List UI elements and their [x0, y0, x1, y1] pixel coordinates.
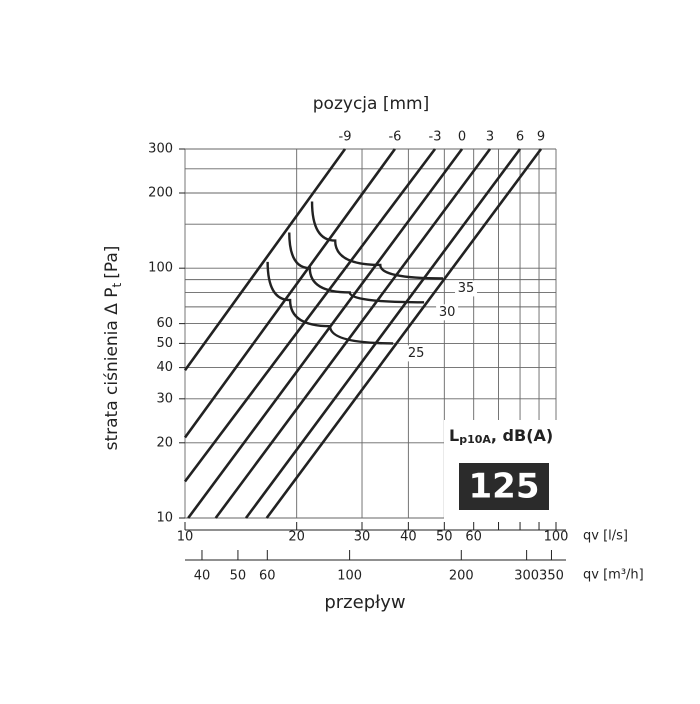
- y-tick-label: 30: [156, 391, 173, 406]
- y-tick-label: 300: [148, 142, 173, 157]
- noise-label: 30: [439, 305, 456, 320]
- position-label: 9: [537, 130, 545, 145]
- x2-tick-label: 200: [449, 569, 474, 584]
- x-tick-label: 30: [354, 530, 371, 545]
- position-label: -6: [388, 130, 401, 145]
- y-tick-label: 50: [156, 336, 173, 351]
- x-tick-label: 20: [288, 530, 305, 545]
- noise-label-bg: [436, 304, 459, 321]
- legend-unit: , dB(A): [491, 426, 553, 445]
- position-line: [187, 148, 464, 519]
- x-tick-label: 10: [177, 530, 194, 545]
- noise-label: 35: [458, 281, 475, 296]
- position-line: [265, 148, 543, 519]
- noise-label: 25: [408, 346, 425, 361]
- position-label: -3: [429, 130, 442, 145]
- position-line: [183, 148, 437, 483]
- x-unit: qv [l/s]: [583, 529, 628, 544]
- x-axis-title: przepływ: [324, 592, 405, 613]
- legend-sub: p10A: [459, 433, 491, 446]
- y-tick-label: 200: [148, 185, 173, 200]
- x-tick-label: 60: [465, 530, 482, 545]
- x-tick-label: 50: [436, 530, 453, 545]
- position-line: [214, 148, 492, 519]
- x2-tick-label: 100: [337, 569, 362, 584]
- legend-main: L: [449, 426, 459, 445]
- y-tick-label: 60: [156, 316, 173, 331]
- x2-tick-label: 350: [539, 569, 564, 584]
- y-tick-label: 100: [148, 261, 173, 276]
- y-tick-label: 40: [156, 360, 173, 375]
- size-box: [459, 463, 549, 510]
- chart-title: pozycja [mm]: [313, 94, 429, 114]
- position-line: [183, 148, 396, 439]
- position-label: 3: [486, 130, 494, 145]
- y-title-unit: [Pa]: [102, 246, 122, 279]
- x2-tick-label: 60: [259, 569, 276, 584]
- position-line: [183, 148, 347, 372]
- x-tick-label: 100: [544, 530, 569, 545]
- noise-curve: [310, 201, 444, 280]
- position-label: 6: [516, 130, 524, 145]
- legend-label: Lp10A, dB(A): [449, 426, 553, 447]
- noise-label-bg: [455, 280, 478, 297]
- noise-label-bg: [405, 345, 428, 362]
- position-label: -9: [339, 130, 352, 145]
- noise-curve: [266, 261, 394, 345]
- y-title-main: strata ciśnienia Δ P: [102, 287, 122, 450]
- y-tick-label: 10: [156, 511, 173, 526]
- y-axis-title: strata ciśnienia Δ Pt [Pa]: [102, 246, 124, 451]
- x-tick-label: 40: [400, 530, 417, 545]
- x2-tick-label: 50: [230, 569, 247, 584]
- position-line: [244, 148, 522, 519]
- position-label: 0: [458, 130, 466, 145]
- x2-unit: qv [m³/h]: [583, 568, 644, 583]
- noise-curve: [288, 232, 425, 304]
- y-title-sub: t: [110, 282, 124, 287]
- size-label: 125: [469, 467, 540, 507]
- x2-tick-label: 300: [514, 569, 539, 584]
- x2-tick-label: 40: [194, 569, 211, 584]
- y-tick-label: 20: [156, 435, 173, 450]
